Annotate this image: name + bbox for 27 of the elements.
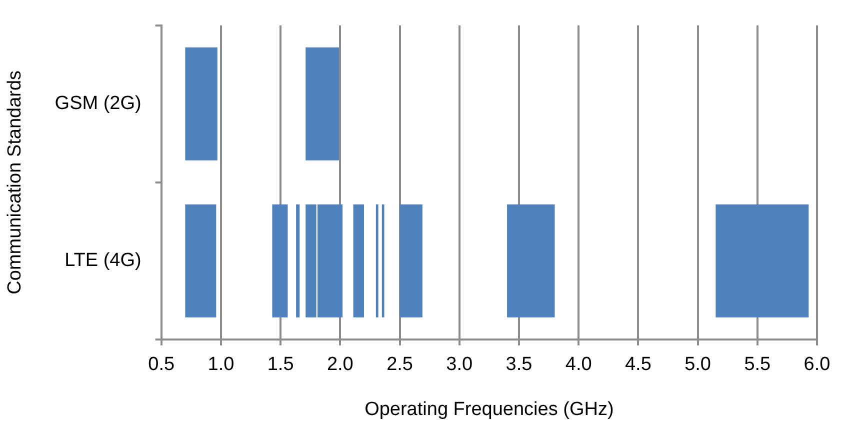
x-tick-label: 6.0	[804, 354, 830, 376]
bar	[376, 204, 378, 318]
bar	[185, 47, 218, 160]
bar	[306, 47, 339, 160]
x-tick-label: 5.0	[684, 354, 712, 376]
x-tick-label: 4.0	[565, 354, 592, 376]
bar	[272, 204, 288, 318]
bar	[400, 204, 422, 318]
y-axis-title: Communication Standards	[4, 70, 26, 294]
x-axis-title: Operating Frequencies (GHz)	[364, 398, 614, 420]
x-tick-label: 3.0	[446, 354, 473, 376]
bar	[353, 204, 364, 318]
x-tick-label: 3.5	[506, 354, 532, 376]
x-tick-label: 2.0	[326, 354, 354, 376]
bar	[716, 204, 809, 318]
bar	[507, 204, 555, 318]
x-tick-label: 2.5	[386, 354, 413, 376]
y-tick-label: LTE (4G)	[64, 250, 142, 272]
x-tick-label: 0.5	[148, 354, 175, 376]
x-tick-label: 4.5	[624, 354, 652, 376]
x-tick-label: 1.5	[267, 354, 294, 376]
y-tick-label: GSM (2G)	[54, 93, 142, 114]
bar	[296, 204, 300, 318]
x-tick-label: 5.5	[744, 354, 771, 376]
bar	[382, 204, 384, 318]
bar	[185, 204, 216, 318]
x-tick-label: 1.0	[208, 354, 234, 376]
